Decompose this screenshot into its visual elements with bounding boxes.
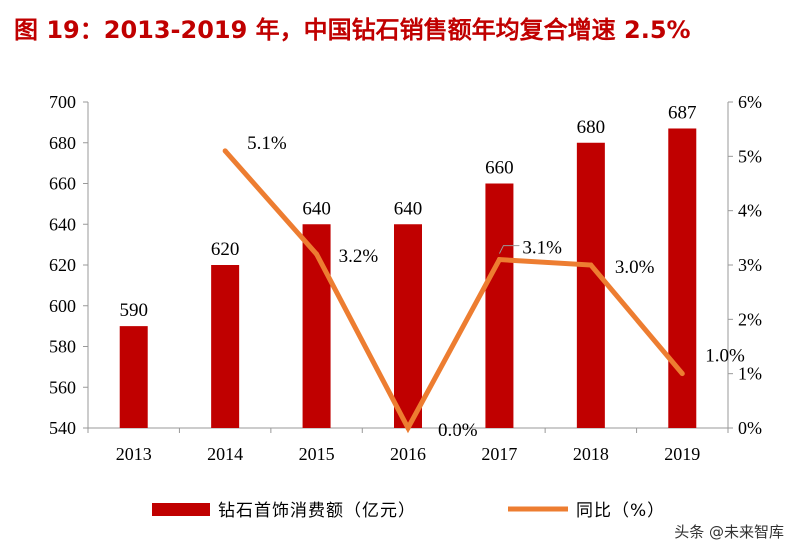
line-value-label: 1.0% (705, 346, 745, 367)
y-left-tick-label: 600 (49, 296, 76, 316)
bar-value-label: 687 (668, 102, 697, 123)
axis-ticks: 540 560 580 600 620 640 660 680 700 0% 1% 2% 3% 4% 5% 6… (49, 92, 762, 464)
bar-2019 (668, 128, 697, 429)
bar-2016 (394, 224, 422, 428)
bar-value-label: 640 (302, 198, 331, 219)
line-point-2018 (588, 262, 594, 268)
bar-value-label: 680 (577, 117, 606, 138)
y-left-tick-label: 540 (49, 418, 76, 438)
bar-2017 (485, 183, 514, 428)
line-point-2019 (679, 371, 685, 377)
y-right-tick-label: 1% (738, 364, 762, 384)
line-point-2015 (314, 251, 320, 257)
legend-line-label: 同比（%） (576, 501, 665, 521)
x-tick-label: 2016 (390, 444, 426, 464)
line-point-2014 (222, 148, 228, 154)
y-left-tick-label: 660 (49, 174, 76, 194)
y-left-tick-label: 700 (49, 92, 76, 112)
x-tick-label: 2019 (664, 444, 700, 464)
y-right-tick-label: 3% (738, 255, 762, 275)
yoy-line (223, 149, 685, 434)
bar-value-label: 590 (119, 300, 148, 321)
bar-value-label: 620 (211, 239, 240, 260)
y-right-tick-label: 6% (738, 92, 762, 112)
legend-bar-label: 钻石首饰消费额（亿元） (218, 501, 416, 521)
x-tick-label: 2015 (299, 444, 335, 464)
legend-bar-swatch (152, 503, 210, 516)
line-point-2016 (405, 425, 411, 431)
y-right-tick-label: 2% (738, 309, 762, 329)
line-value-label: 3.0% (615, 257, 655, 278)
bar-2014 (211, 265, 240, 428)
bar-2018 (576, 142, 605, 428)
chart-title: 图 19：2013-2019 年，中国钻石销售额年均复合增速 2.5% (14, 16, 691, 44)
y-left-tick-label: 680 (49, 133, 76, 153)
line-value-label: 5.1% (247, 133, 287, 154)
x-tick-label: 2017 (481, 444, 517, 464)
label-leader-line (498, 245, 520, 254)
y-left-tick-label: 580 (49, 337, 76, 357)
bar-value-label: 660 (485, 158, 514, 179)
y-right-tick-label: 5% (738, 146, 762, 166)
line-point-2017 (496, 257, 502, 263)
y-right-tick-label: 4% (738, 201, 762, 221)
data-labels: 590 620 640 640 660 680 687 5.1% 3.2% 0.0% 3.1% 3.0… (119, 102, 745, 441)
legend: 钻石首饰消费额（亿元） 同比（%） (152, 501, 665, 521)
x-tick-label: 2014 (207, 444, 243, 464)
line-value-label: 0.0% (438, 420, 478, 441)
bar-2013 (119, 326, 148, 428)
y-left-tick-label: 620 (49, 255, 76, 275)
line-value-label: 3.1% (522, 238, 562, 259)
bar-value-label: 640 (394, 198, 423, 219)
watermark: 头条 @未来智库 (670, 519, 788, 544)
x-tick-label: 2013 (116, 444, 152, 464)
x-tick-label: 2018 (573, 444, 609, 464)
line-series (222, 148, 685, 434)
y-left-tick-label: 560 (49, 377, 76, 397)
y-left-tick-label: 640 (49, 214, 76, 234)
line-value-label: 3.2% (339, 246, 379, 267)
bar-series (119, 128, 697, 429)
y-right-tick-label: 0% (738, 418, 762, 438)
